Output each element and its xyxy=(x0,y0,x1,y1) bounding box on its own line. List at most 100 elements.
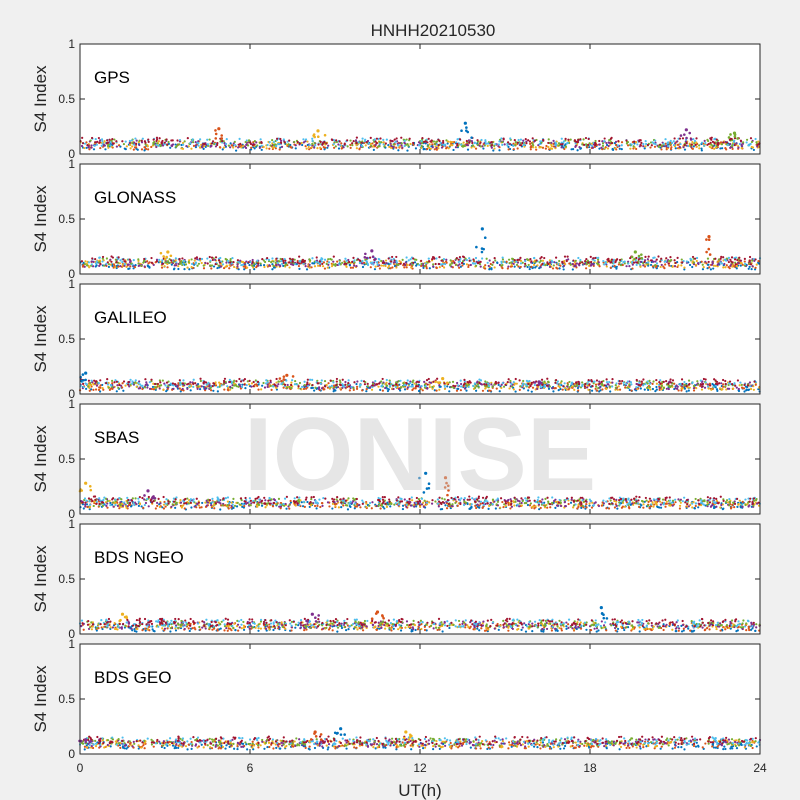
data-point xyxy=(382,138,385,141)
data-point xyxy=(668,385,671,388)
data-point xyxy=(538,142,541,146)
data-point xyxy=(578,262,581,265)
data-point xyxy=(622,381,625,384)
data-point xyxy=(284,259,287,262)
data-point xyxy=(554,387,557,390)
data-point xyxy=(717,141,720,145)
data-point xyxy=(199,146,202,149)
data-point xyxy=(259,262,262,265)
data-point xyxy=(253,143,256,146)
data-point xyxy=(654,390,657,393)
data-point xyxy=(132,259,135,262)
data-point xyxy=(280,145,284,148)
data-point xyxy=(456,381,459,385)
data-point xyxy=(228,267,231,270)
data-point xyxy=(224,265,227,268)
data-point xyxy=(455,257,458,260)
data-point xyxy=(278,377,282,380)
data-point xyxy=(212,389,215,392)
data-point xyxy=(753,259,756,262)
data-point xyxy=(174,257,177,260)
data-point xyxy=(150,256,153,260)
data-point xyxy=(678,507,682,510)
data-point xyxy=(421,142,424,145)
data-point xyxy=(191,138,194,141)
data-point xyxy=(637,383,641,387)
data-point xyxy=(432,265,435,268)
data-point xyxy=(744,262,747,265)
data-point xyxy=(197,140,200,143)
data-point xyxy=(568,380,571,384)
data-point xyxy=(590,380,593,383)
data-point xyxy=(459,385,463,388)
data-point xyxy=(155,260,159,263)
data-point xyxy=(167,142,170,146)
data-point xyxy=(196,258,199,261)
data-point xyxy=(111,138,114,141)
data-point xyxy=(448,381,451,384)
data-point xyxy=(502,137,505,140)
data-point xyxy=(593,145,597,149)
data-point xyxy=(378,267,381,270)
data-point xyxy=(757,140,760,143)
data-point xyxy=(244,265,247,268)
data-point xyxy=(668,264,671,267)
data-point xyxy=(228,378,231,381)
data-point xyxy=(163,257,167,261)
data-point xyxy=(147,140,150,143)
data-point xyxy=(558,259,561,263)
data-point xyxy=(174,143,177,146)
data-point xyxy=(656,505,659,509)
data-point xyxy=(300,385,304,388)
data-point xyxy=(468,257,471,260)
data-point xyxy=(478,381,481,384)
data-point xyxy=(547,145,550,149)
data-point xyxy=(182,379,185,382)
data-point xyxy=(426,261,429,264)
data-point xyxy=(167,140,170,144)
data-point xyxy=(180,506,183,509)
data-point xyxy=(212,265,216,268)
data-point xyxy=(617,385,620,388)
data-point xyxy=(137,387,140,390)
data-point xyxy=(196,264,199,267)
data-point xyxy=(164,261,168,264)
data-point xyxy=(346,139,349,142)
data-point xyxy=(243,268,246,271)
data-point xyxy=(667,145,670,148)
data-point xyxy=(472,384,475,387)
data-point xyxy=(200,385,203,388)
data-point xyxy=(468,259,471,262)
data-point xyxy=(363,140,367,143)
data-point xyxy=(195,256,199,259)
data-point xyxy=(280,262,284,265)
data-point xyxy=(371,145,375,148)
data-point xyxy=(681,382,684,386)
data-point xyxy=(317,143,320,146)
data-point xyxy=(133,266,137,269)
data-point xyxy=(131,141,134,145)
data-point xyxy=(144,386,147,389)
data-point xyxy=(540,378,544,381)
data-point xyxy=(412,143,415,146)
data-point xyxy=(438,266,441,269)
data-point xyxy=(344,383,347,386)
data-point xyxy=(625,139,628,142)
data-point xyxy=(226,385,229,388)
data-point xyxy=(153,140,156,144)
data-point xyxy=(683,268,686,271)
data-point xyxy=(640,383,643,386)
data-point xyxy=(392,261,395,264)
data-point xyxy=(529,142,532,146)
data-point xyxy=(647,263,650,266)
data-point xyxy=(529,148,532,151)
data-point xyxy=(655,262,659,265)
data-point xyxy=(104,148,107,151)
data-point xyxy=(747,388,751,391)
data-point xyxy=(135,385,138,388)
data-point xyxy=(618,147,621,150)
data-point xyxy=(507,148,510,151)
data-point xyxy=(665,257,668,260)
data-point xyxy=(528,140,532,143)
data-point xyxy=(192,378,195,381)
